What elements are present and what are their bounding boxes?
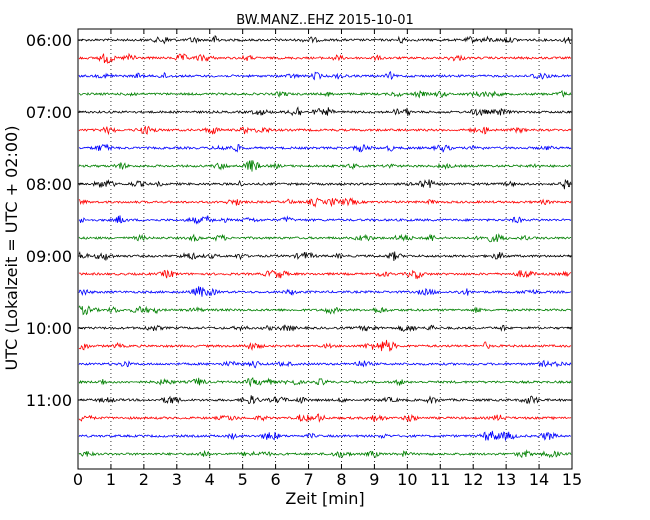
trace-1000 xyxy=(78,324,572,332)
trace-0915 xyxy=(78,269,572,280)
x-tick-label: 2 xyxy=(139,470,149,489)
y-tick-label: 11:00 xyxy=(26,391,72,410)
x-tick-label: 4 xyxy=(205,470,215,489)
y-tick-label: 10:00 xyxy=(26,319,72,338)
vertical-grid xyxy=(110,29,540,469)
trace-0615 xyxy=(78,52,572,64)
trace-0715 xyxy=(78,125,572,136)
x-tick-label: 3 xyxy=(172,470,182,489)
trace-0630 xyxy=(78,71,572,81)
x-tick-label: 14 xyxy=(529,470,549,489)
trace-1015 xyxy=(78,339,572,352)
x-tick-label: 10 xyxy=(397,470,417,489)
x-tick-label: 6 xyxy=(271,470,281,489)
trace-0645 xyxy=(78,89,572,99)
x-tick-label: 15 xyxy=(562,470,582,489)
x-tick-label: 12 xyxy=(463,470,483,489)
chart-title: BW.MANZ..EHZ 2015-10-01 xyxy=(236,13,414,28)
x-tick-label: 1 xyxy=(106,470,116,489)
trace-0830 xyxy=(78,215,572,225)
trace-0600 xyxy=(78,35,572,45)
x-tick-label: 13 xyxy=(496,470,516,489)
y-tick-label: 07:00 xyxy=(26,103,72,122)
y-axis-ticks: 06:00 07:00 08:00 09:00 10:00 11:00 xyxy=(26,31,572,410)
x-tick-label: 7 xyxy=(303,470,313,489)
x-tick-label: 11 xyxy=(430,470,450,489)
trace-1145 xyxy=(78,449,572,459)
trace-group xyxy=(78,35,572,459)
trace-0700 xyxy=(78,106,572,117)
x-axis-label: Zeit [min] xyxy=(285,489,364,508)
x-tick-label: 8 xyxy=(336,470,346,489)
y-axis-label: UTC (Lokalzeit = UTC + 02:00) xyxy=(2,126,21,371)
x-tick-label: 9 xyxy=(369,470,379,489)
trace-1030 xyxy=(78,359,572,369)
trace-1045 xyxy=(78,377,572,388)
trace-1130 xyxy=(78,430,572,442)
x-tick-label: 0 xyxy=(73,470,83,489)
y-tick-label: 08:00 xyxy=(26,175,72,194)
trace-0730 xyxy=(78,143,572,153)
trace-1115 xyxy=(78,413,572,423)
trace-0800 xyxy=(78,178,572,190)
trace-0930 xyxy=(78,286,572,297)
plot-frame xyxy=(77,28,573,470)
y-tick-label: 06:00 xyxy=(26,31,72,50)
trace-1100 xyxy=(78,395,572,405)
y-tick-label: 09:00 xyxy=(26,247,72,266)
trace-0745 xyxy=(78,160,572,172)
x-tick-label: 5 xyxy=(238,470,248,489)
trace-0900 xyxy=(78,250,572,262)
trace-0945 xyxy=(78,305,572,316)
trace-0845 xyxy=(78,233,572,243)
x-axis-ticks: 0 1 2 3 4 5 6 7 8 9 10 11 12 13 14 15 xyxy=(73,29,582,489)
trace-0815 xyxy=(78,197,572,208)
